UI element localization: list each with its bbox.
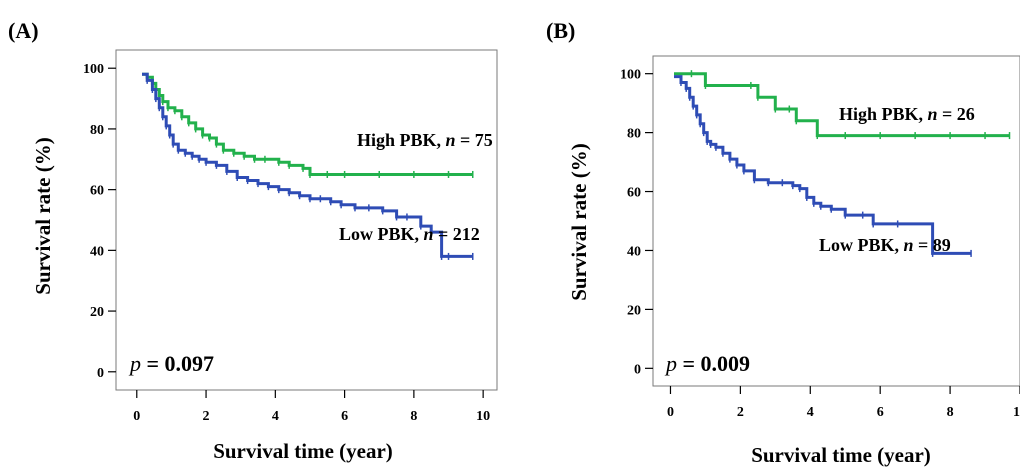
p-value: p = 0.097: [128, 351, 214, 376]
x-tick-label: 4: [807, 405, 814, 420]
series-label-low-pbk: Low PBK, n = 89: [819, 235, 951, 255]
x-tick-label: 6: [877, 405, 884, 420]
series-label-high-pbk: High PBK, n = 26: [839, 104, 975, 124]
y-tick-label: 80: [90, 123, 104, 138]
y-tick-label: 20: [627, 303, 641, 318]
y-tick-label: 0: [634, 362, 641, 377]
y-tick-label: 0: [97, 366, 104, 381]
x-tick-label: 2: [737, 405, 744, 420]
series-label-high-pbk: High PBK, n = 75: [357, 130, 493, 150]
panel-label: (B): [546, 18, 575, 43]
y-axis-title: Survival rate (%): [567, 143, 591, 300]
plot-frame: [115, 49, 498, 391]
x-axis-title: Survival time (year): [751, 443, 931, 467]
x-tick-label: 10: [476, 409, 490, 424]
panel-label: (A): [8, 18, 39, 43]
x-tick-label: 6: [341, 409, 348, 424]
y-tick-label: 20: [90, 305, 104, 320]
y-axis-title: Survival rate (%): [31, 137, 55, 294]
panel-b: (B) 0 20 40 60 80 100 0 2 4 6 8 10 Survival rate (%) S…: [546, 18, 1020, 467]
panel-a: (A) 0 20 40 60 80 100 0 2 4 6 8 10 Survival rate (%) S…: [8, 18, 498, 463]
x-tick-label: 2: [203, 409, 210, 424]
x-tick-label: 4: [272, 409, 279, 424]
p-value: p = 0.009: [664, 351, 750, 376]
y-tick-label: 100: [620, 68, 641, 83]
x-tick-label: 8: [947, 405, 954, 420]
y-tick-label: 40: [627, 244, 641, 259]
curve-high-pbk: [674, 72, 1010, 138]
series-label-low-pbk: Low PBK, n = 212: [339, 224, 480, 244]
plot-frame: [652, 55, 1020, 387]
x-tick-label: 8: [410, 409, 417, 424]
x-axis-title: Survival time (year): [213, 439, 393, 463]
x-tick-label: 0: [667, 405, 674, 420]
y-tick-label: 100: [83, 62, 104, 77]
y-tick-label: 60: [627, 186, 641, 201]
x-tick-label: 10: [1013, 405, 1020, 420]
x-tick-label: 0: [133, 409, 140, 424]
y-tick-label: 40: [90, 244, 104, 259]
y-tick-label: 80: [627, 127, 641, 142]
y-tick-label: 60: [90, 184, 104, 199]
